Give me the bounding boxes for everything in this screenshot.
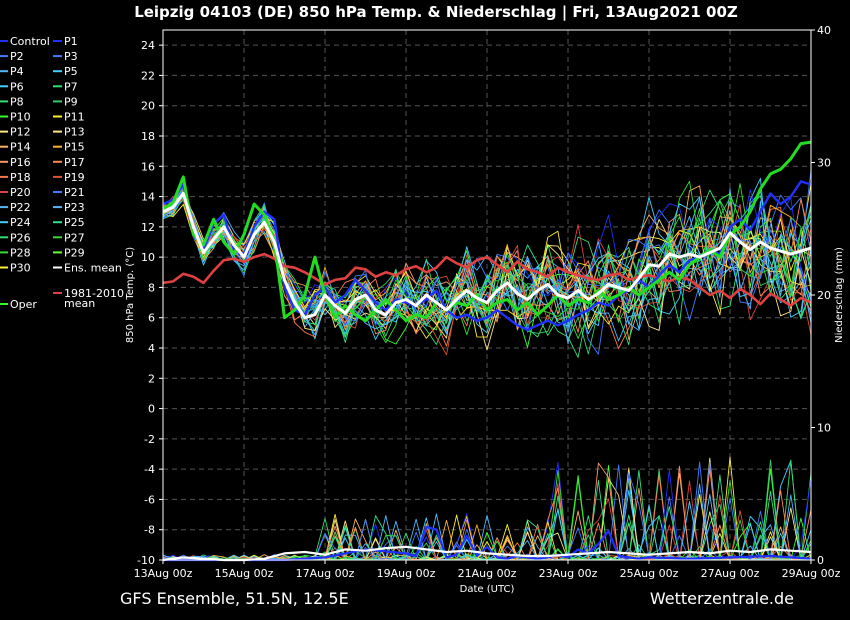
y-tick-label: 22 <box>141 69 155 82</box>
ens-mean-line <box>162 192 812 320</box>
y-tick-label: 18 <box>141 130 155 143</box>
y-tick-label: 8 <box>148 281 155 294</box>
y2-tick-label: 10 <box>817 422 831 435</box>
y-tick-label: 6 <box>148 312 155 325</box>
chart-title: Leipzig 04103 (DE) 850 hPa Temp. & Niede… <box>134 3 738 22</box>
y-tick-label: 0 <box>148 403 155 416</box>
x-tick-label: 19Aug 00z <box>377 567 436 580</box>
y-tick-label: 12 <box>141 221 155 234</box>
y-axis-label: 850 hPa Temp. (°C) <box>125 247 136 343</box>
y-tick-label: 24 <box>141 39 155 52</box>
legend-label: P20 <box>10 186 31 199</box>
ensemble-members <box>162 170 812 358</box>
legend-label: P7 <box>64 80 78 93</box>
x-tick-label: 21Aug 00z <box>458 567 517 580</box>
legend-label: P26 <box>10 231 31 244</box>
legend-label: P28 <box>10 246 31 259</box>
y-tick-label: -2 <box>144 433 155 446</box>
legend-label: P21 <box>64 186 85 199</box>
y2-tick-label: 30 <box>817 157 831 170</box>
legend-label: P25 <box>64 216 85 229</box>
legend-label: P9 <box>64 95 78 108</box>
y-tick-label: 16 <box>141 160 155 173</box>
main-series <box>162 140 812 331</box>
y-tick-label: -8 <box>144 524 155 537</box>
y2-tick-label: 20 <box>817 289 831 302</box>
y2-tick-label: 0 <box>817 554 824 567</box>
legend-label: P14 <box>10 141 31 154</box>
ens-mean-precip-line <box>162 545 812 562</box>
legend-label: P23 <box>64 201 85 214</box>
legend-label: P8 <box>10 95 24 108</box>
x-tick-label: 25Aug 00z <box>620 567 679 580</box>
ensemble-member-line <box>162 189 812 335</box>
x-tick-label: 23Aug 00z <box>539 567 598 580</box>
legend-label: P19 <box>64 171 85 184</box>
climatology-mean-line <box>162 252 812 307</box>
y-tick-label: 14 <box>141 191 155 204</box>
y-tick-label: -4 <box>144 463 155 476</box>
x-tick-label: 27Aug 00z <box>701 567 760 580</box>
legend-label: P17 <box>64 156 85 169</box>
legend-label: P15 <box>64 141 85 154</box>
legend-label: P10 <box>10 111 31 124</box>
legend-label: P27 <box>64 231 85 244</box>
x-tick-label: 29Aug 00z <box>782 567 841 580</box>
y-tick-label: 2 <box>148 372 155 385</box>
legend-label: P16 <box>10 156 31 169</box>
legend-label: P2 <box>10 50 24 63</box>
axes: -10-8-6-4-202468101214161820222401020304… <box>134 24 841 580</box>
x-tick-label: 17Aug 00z <box>296 567 355 580</box>
ensemble-member-line <box>162 186 812 331</box>
legend-label: Ens. mean <box>64 262 122 275</box>
legend-label: P6 <box>10 80 24 93</box>
legend-label: P11 <box>64 111 85 124</box>
legend-label: P13 <box>64 126 85 139</box>
x-tick-label: 13Aug 00z <box>134 567 193 580</box>
legend-label: P5 <box>64 65 78 78</box>
legend-label: P30 <box>10 262 31 275</box>
legend-label: Oper <box>10 298 37 311</box>
legend-label: P3 <box>64 50 78 63</box>
footer-brand[interactable]: Wetterzentrale.de <box>650 589 794 608</box>
x-axis-label: Date (UTC) <box>460 584 515 595</box>
legend: Control P2 P4 P6 P8 P10 P12 P14 P16 P18 P20 P22 P24 P… <box>0 35 124 311</box>
legend-label: P4 <box>10 65 24 78</box>
y-tick-label: 4 <box>148 342 155 355</box>
legend-label: 1981-2010 <box>64 287 124 300</box>
y-tick-label: -10 <box>137 554 155 567</box>
y2-axis-label: Niederschlag (mm) <box>834 247 845 343</box>
legend-label: P12 <box>10 126 31 139</box>
footer-model-info: GFS Ensemble, 51.5N, 12.5E <box>120 589 349 608</box>
legend-label: Control <box>10 35 50 48</box>
y2-tick-label: 40 <box>817 24 831 37</box>
legend-label: P18 <box>10 171 31 184</box>
y-tick-label: 20 <box>141 100 155 113</box>
y-tick-label: -6 <box>144 493 155 506</box>
x-tick-label: 15Aug 00z <box>215 567 274 580</box>
legend-label: mean <box>64 297 95 310</box>
legend-label: P1 <box>64 35 78 48</box>
ensemble-member-line <box>162 190 812 342</box>
legend-label: P22 <box>10 201 31 214</box>
legend-label: P29 <box>64 246 85 259</box>
legend-label: P24 <box>10 216 31 229</box>
y-tick-label: 10 <box>141 251 155 264</box>
